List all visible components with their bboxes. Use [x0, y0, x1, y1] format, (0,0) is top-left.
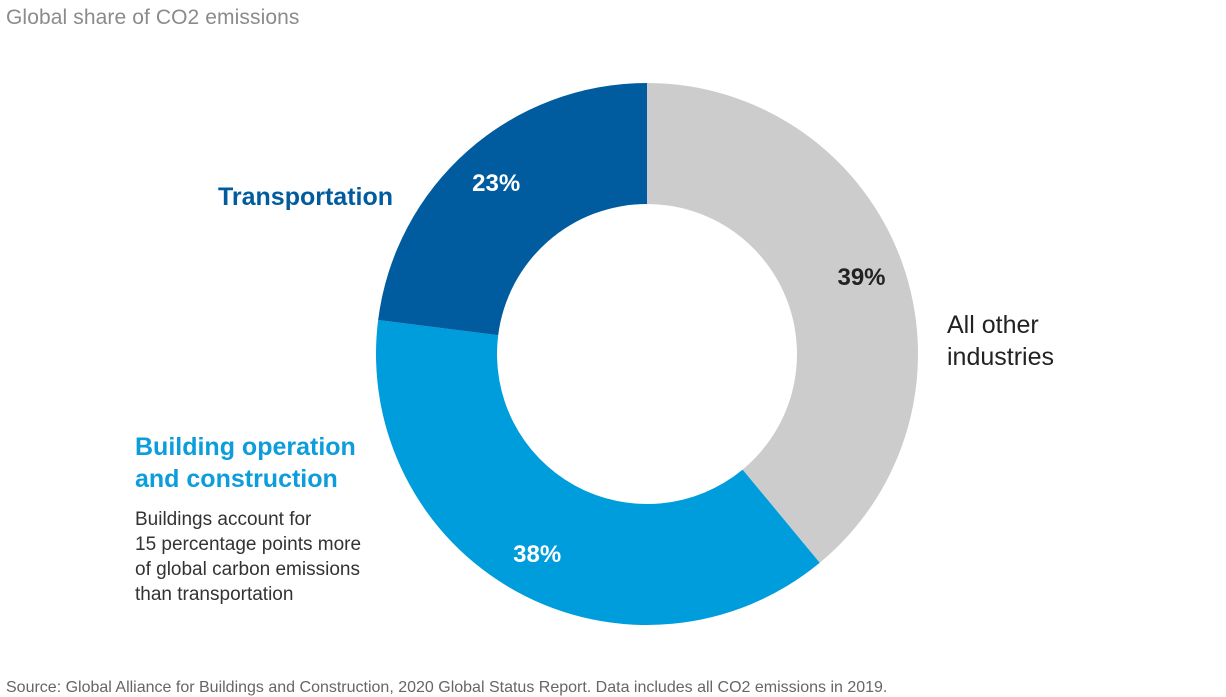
annotation-line-2: 15 percentage points more	[135, 534, 362, 555]
annotation-line-1: Buildings account for	[135, 509, 312, 530]
building-label-line-2: and construction	[135, 465, 338, 493]
annotation-line-3: of global carbon emissions	[135, 559, 360, 580]
building-label-line-1: Building operation	[135, 433, 356, 461]
slice-transportation	[378, 83, 647, 336]
slice-building-operation-and-construction	[375, 320, 820, 625]
percent-label-building-operation-and-construction: 38%	[513, 541, 561, 568]
slice-all-other-industries	[647, 83, 918, 563]
category-label-transportation: Transportation	[218, 181, 393, 213]
percent-label-transportation: 23%	[472, 170, 520, 197]
annotation-line-4: than transportation	[135, 584, 294, 605]
percent-label-all-other-industries: 39%	[837, 264, 885, 291]
transportation-label: Transportation	[218, 183, 394, 211]
page-title: Global share of CO2 emissions	[6, 6, 300, 29]
category-label-other: All other industries	[947, 309, 1127, 373]
donut-slices	[375, 83, 918, 625]
building-annotation: Buildings account for 15 percentage poin…	[135, 507, 435, 607]
donut-percent-labels: 39% 38% 23%	[472, 170, 885, 568]
other-label-line-2: industries	[947, 343, 1054, 371]
category-label-building: Building operation and construction	[135, 431, 395, 495]
other-label-line-1: All other	[947, 311, 1039, 339]
source-note: Source: Global Alliance for Buildings an…	[6, 679, 888, 696]
